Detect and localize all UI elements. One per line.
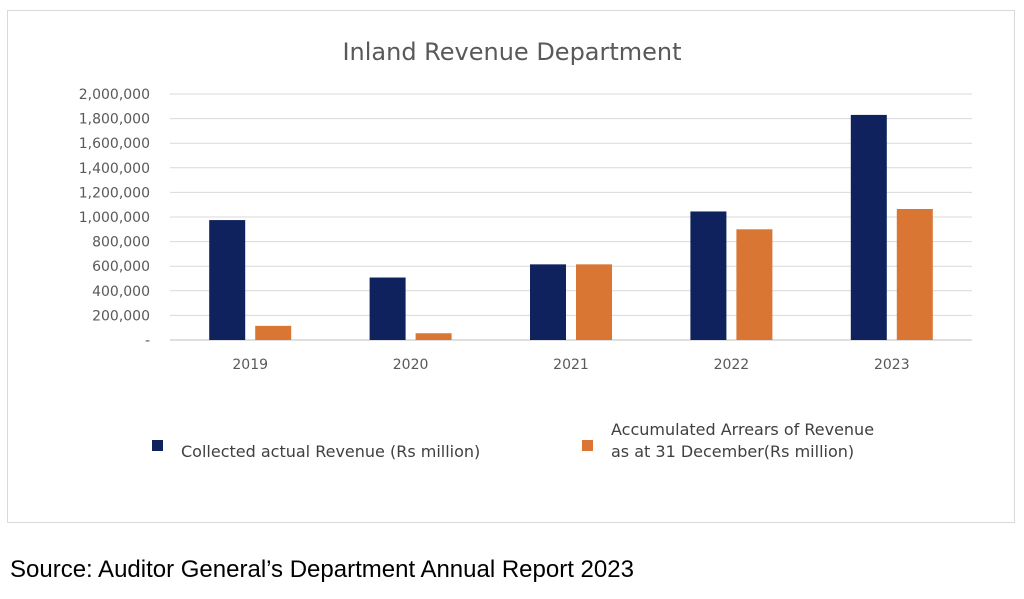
y-tick-label: 200,000 — [92, 308, 150, 324]
legend-label: as at 31 December(Rs million) — [611, 442, 854, 461]
y-tick-label: 2,000,000 — [79, 87, 150, 103]
legend-label: Accumulated Arrears of Revenue — [611, 420, 874, 439]
y-tick-label: 1,800,000 — [79, 112, 150, 128]
y-tick-label: 800,000 — [92, 235, 150, 251]
legend: Collected actual Revenue (Rs million) Acc… — [152, 420, 874, 461]
bars — [209, 114, 933, 340]
bar-2023-series-2 — [896, 209, 933, 340]
x-axis-ticks: 2019 2020 2021 2022 2023 — [232, 357, 909, 373]
bar-2021-series-1 — [530, 264, 566, 340]
y-tick-label: 1,000,000 — [79, 210, 150, 226]
x-tick-label: 2021 — [553, 357, 589, 373]
legend-label: Collected actual Revenue (Rs million) — [181, 442, 480, 461]
bar-2022-series-1 — [690, 211, 727, 340]
y-tick-label: 1,200,000 — [79, 185, 150, 201]
bar-2019-series-1 — [209, 220, 246, 340]
chart-title: Inland Revenue Department — [342, 38, 681, 66]
y-tick-label: - — [145, 333, 150, 349]
y-tick-label: 1,400,000 — [79, 161, 150, 177]
bar-2023-series-1 — [850, 114, 887, 340]
bar-2020-series-2 — [415, 333, 452, 340]
bar-2021-series-2 — [576, 264, 612, 340]
y-tick-label: 1,600,000 — [79, 136, 150, 152]
bar-2020-series-1 — [369, 277, 406, 340]
y-tick-label: 400,000 — [92, 284, 150, 300]
x-tick-label: 2019 — [232, 357, 268, 373]
y-axis-ticks: - 200,000 400,000 600,000 800,000 1,000,000 1,… — [79, 87, 150, 349]
x-tick-label: 2023 — [874, 357, 910, 373]
grid-lines — [170, 93, 972, 341]
x-tick-label: 2022 — [714, 357, 750, 373]
bar-chart: Inland Revenue Department - 200,000 400,00… — [79, 38, 972, 461]
source-caption: Source: Auditor General’s Department Ann… — [10, 556, 634, 583]
bar-2022-series-2 — [736, 229, 773, 340]
legend-swatch — [152, 440, 163, 451]
y-tick-label: 600,000 — [92, 259, 150, 275]
bar-2019-series-2 — [255, 325, 292, 340]
x-tick-label: 2020 — [393, 357, 429, 373]
legend-swatch — [582, 440, 593, 451]
